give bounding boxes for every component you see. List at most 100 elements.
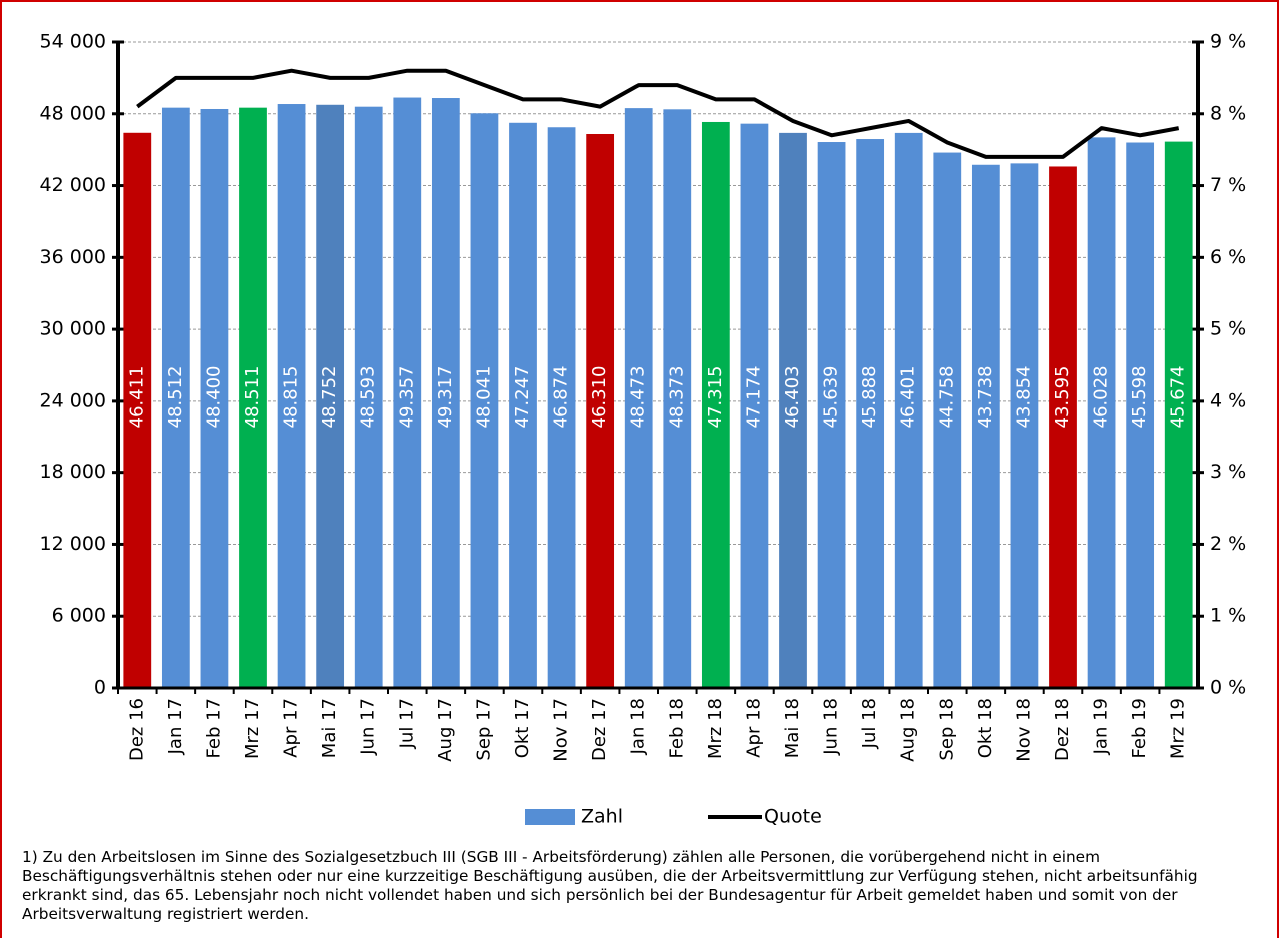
x-tick-label: Sep 17 bbox=[473, 698, 494, 761]
value-label: 47.247 bbox=[512, 366, 533, 429]
value-label: 43.738 bbox=[975, 366, 996, 429]
value-label: 48.373 bbox=[666, 366, 687, 429]
x-tick-label: Feb 19 bbox=[1129, 698, 1150, 759]
bar bbox=[971, 164, 1000, 689]
y2-tick-label: 5 % bbox=[1210, 318, 1246, 340]
x-tick-label: Dez 16 bbox=[126, 698, 147, 761]
value-label: 45.639 bbox=[821, 366, 842, 429]
value-label: 46.874 bbox=[551, 366, 572, 429]
bar bbox=[393, 97, 422, 688]
bar bbox=[856, 139, 885, 688]
x-tick-label: Feb 17 bbox=[203, 698, 224, 759]
x-tick-label: Okt 18 bbox=[975, 698, 996, 758]
legend-label: Zahl bbox=[581, 806, 623, 828]
bar bbox=[1010, 163, 1039, 688]
x-tick-label: Aug 18 bbox=[898, 698, 919, 762]
bar bbox=[894, 132, 923, 688]
bar bbox=[1126, 142, 1155, 688]
y-tick-label: 54 000 bbox=[40, 31, 106, 53]
x-tick-label: Jan 18 bbox=[628, 698, 649, 755]
value-label: 43.854 bbox=[1013, 366, 1034, 429]
legend-swatch bbox=[525, 809, 575, 825]
value-label: 45.888 bbox=[859, 366, 880, 429]
bar bbox=[161, 107, 190, 689]
bar bbox=[470, 113, 499, 688]
bar bbox=[663, 109, 692, 688]
bar bbox=[316, 104, 345, 689]
value-label: 44.758 bbox=[936, 366, 957, 429]
footnote: 1) Zu den Arbeitslosen im Sinne des Sozi… bbox=[22, 848, 1198, 923]
bar bbox=[1049, 166, 1077, 689]
value-label: 48.511 bbox=[242, 366, 263, 429]
bar bbox=[200, 108, 229, 688]
y2-tick-label: 3 % bbox=[1210, 461, 1246, 483]
x-tick-label: Okt 17 bbox=[512, 698, 533, 758]
x-tick-label: Mai 18 bbox=[782, 698, 803, 758]
value-label: 48.752 bbox=[319, 366, 340, 429]
bar bbox=[277, 104, 306, 689]
x-tick-label: Jun 18 bbox=[821, 698, 842, 756]
y-tick-label: 0 bbox=[94, 677, 106, 699]
value-label: 46.028 bbox=[1091, 366, 1112, 429]
value-label: 48.815 bbox=[281, 366, 302, 429]
bar bbox=[509, 122, 537, 688]
x-tick-label: Jan 17 bbox=[165, 698, 186, 755]
value-label: 49.357 bbox=[396, 366, 417, 429]
y-tick-label: 42 000 bbox=[40, 174, 106, 196]
value-label: 48.593 bbox=[358, 366, 379, 429]
line bbox=[136, 68, 1180, 159]
x-tick-label: Sep 18 bbox=[936, 698, 957, 761]
value-label: 45.598 bbox=[1129, 366, 1150, 429]
x-tick-label: Dez 18 bbox=[1052, 698, 1073, 761]
x-tick-label: Jul 18 bbox=[859, 698, 880, 749]
y-tick-label: 24 000 bbox=[40, 389, 106, 411]
value-label: 46.411 bbox=[126, 366, 147, 429]
x-tick-label: Dez 17 bbox=[589, 698, 610, 761]
x-tick-label: Jun 17 bbox=[358, 698, 379, 756]
legend-label: Quote bbox=[764, 806, 822, 828]
y-tick-label: 36 000 bbox=[40, 246, 106, 268]
bar bbox=[624, 108, 653, 689]
bar bbox=[740, 123, 769, 689]
x-tick-label: Mrz 19 bbox=[1168, 698, 1189, 759]
x-tick-label: Feb 18 bbox=[666, 698, 687, 759]
value-label: 47.174 bbox=[743, 366, 764, 429]
bar bbox=[123, 132, 152, 688]
x-tick-label: Jan 19 bbox=[1091, 698, 1112, 755]
value-label: 46.401 bbox=[898, 366, 919, 429]
bar bbox=[1087, 137, 1116, 688]
bar bbox=[779, 132, 807, 688]
x-tick-label: Mrz 18 bbox=[705, 698, 726, 759]
x-tick-label: Apr 17 bbox=[281, 698, 302, 758]
bar bbox=[547, 127, 576, 689]
bar bbox=[586, 133, 615, 688]
x-tick-label: Jul 17 bbox=[396, 698, 417, 749]
y-tick-label: 18 000 bbox=[40, 461, 106, 483]
y2-tick-label: 9 % bbox=[1210, 31, 1246, 53]
value-label: 49.317 bbox=[435, 366, 456, 429]
bar bbox=[354, 106, 383, 689]
value-label: 45.674 bbox=[1168, 366, 1189, 429]
bar bbox=[431, 98, 460, 688]
x-tick-label: Aug 17 bbox=[435, 698, 456, 762]
value-label: 48.400 bbox=[203, 366, 224, 429]
x-tick-label: Nov 17 bbox=[551, 698, 572, 762]
x-tick-label: Nov 18 bbox=[1013, 698, 1034, 762]
value-label: 46.310 bbox=[589, 366, 610, 429]
y-tick-label: 48 000 bbox=[40, 102, 106, 124]
bar bbox=[239, 107, 267, 689]
y2-tick-label: 7 % bbox=[1210, 174, 1246, 196]
bar bbox=[1164, 141, 1193, 688]
y2-tick-label: 4 % bbox=[1210, 389, 1246, 411]
y-tick-label: 6 000 bbox=[52, 605, 106, 627]
bar bbox=[933, 152, 962, 688]
x-tick-label: Mai 17 bbox=[319, 698, 340, 758]
y2-tick-label: 8 % bbox=[1210, 102, 1246, 124]
value-label: 46.403 bbox=[782, 366, 803, 429]
value-label: 48.473 bbox=[628, 366, 649, 429]
y-tick-label: 12 000 bbox=[40, 533, 106, 555]
bar bbox=[701, 121, 730, 688]
